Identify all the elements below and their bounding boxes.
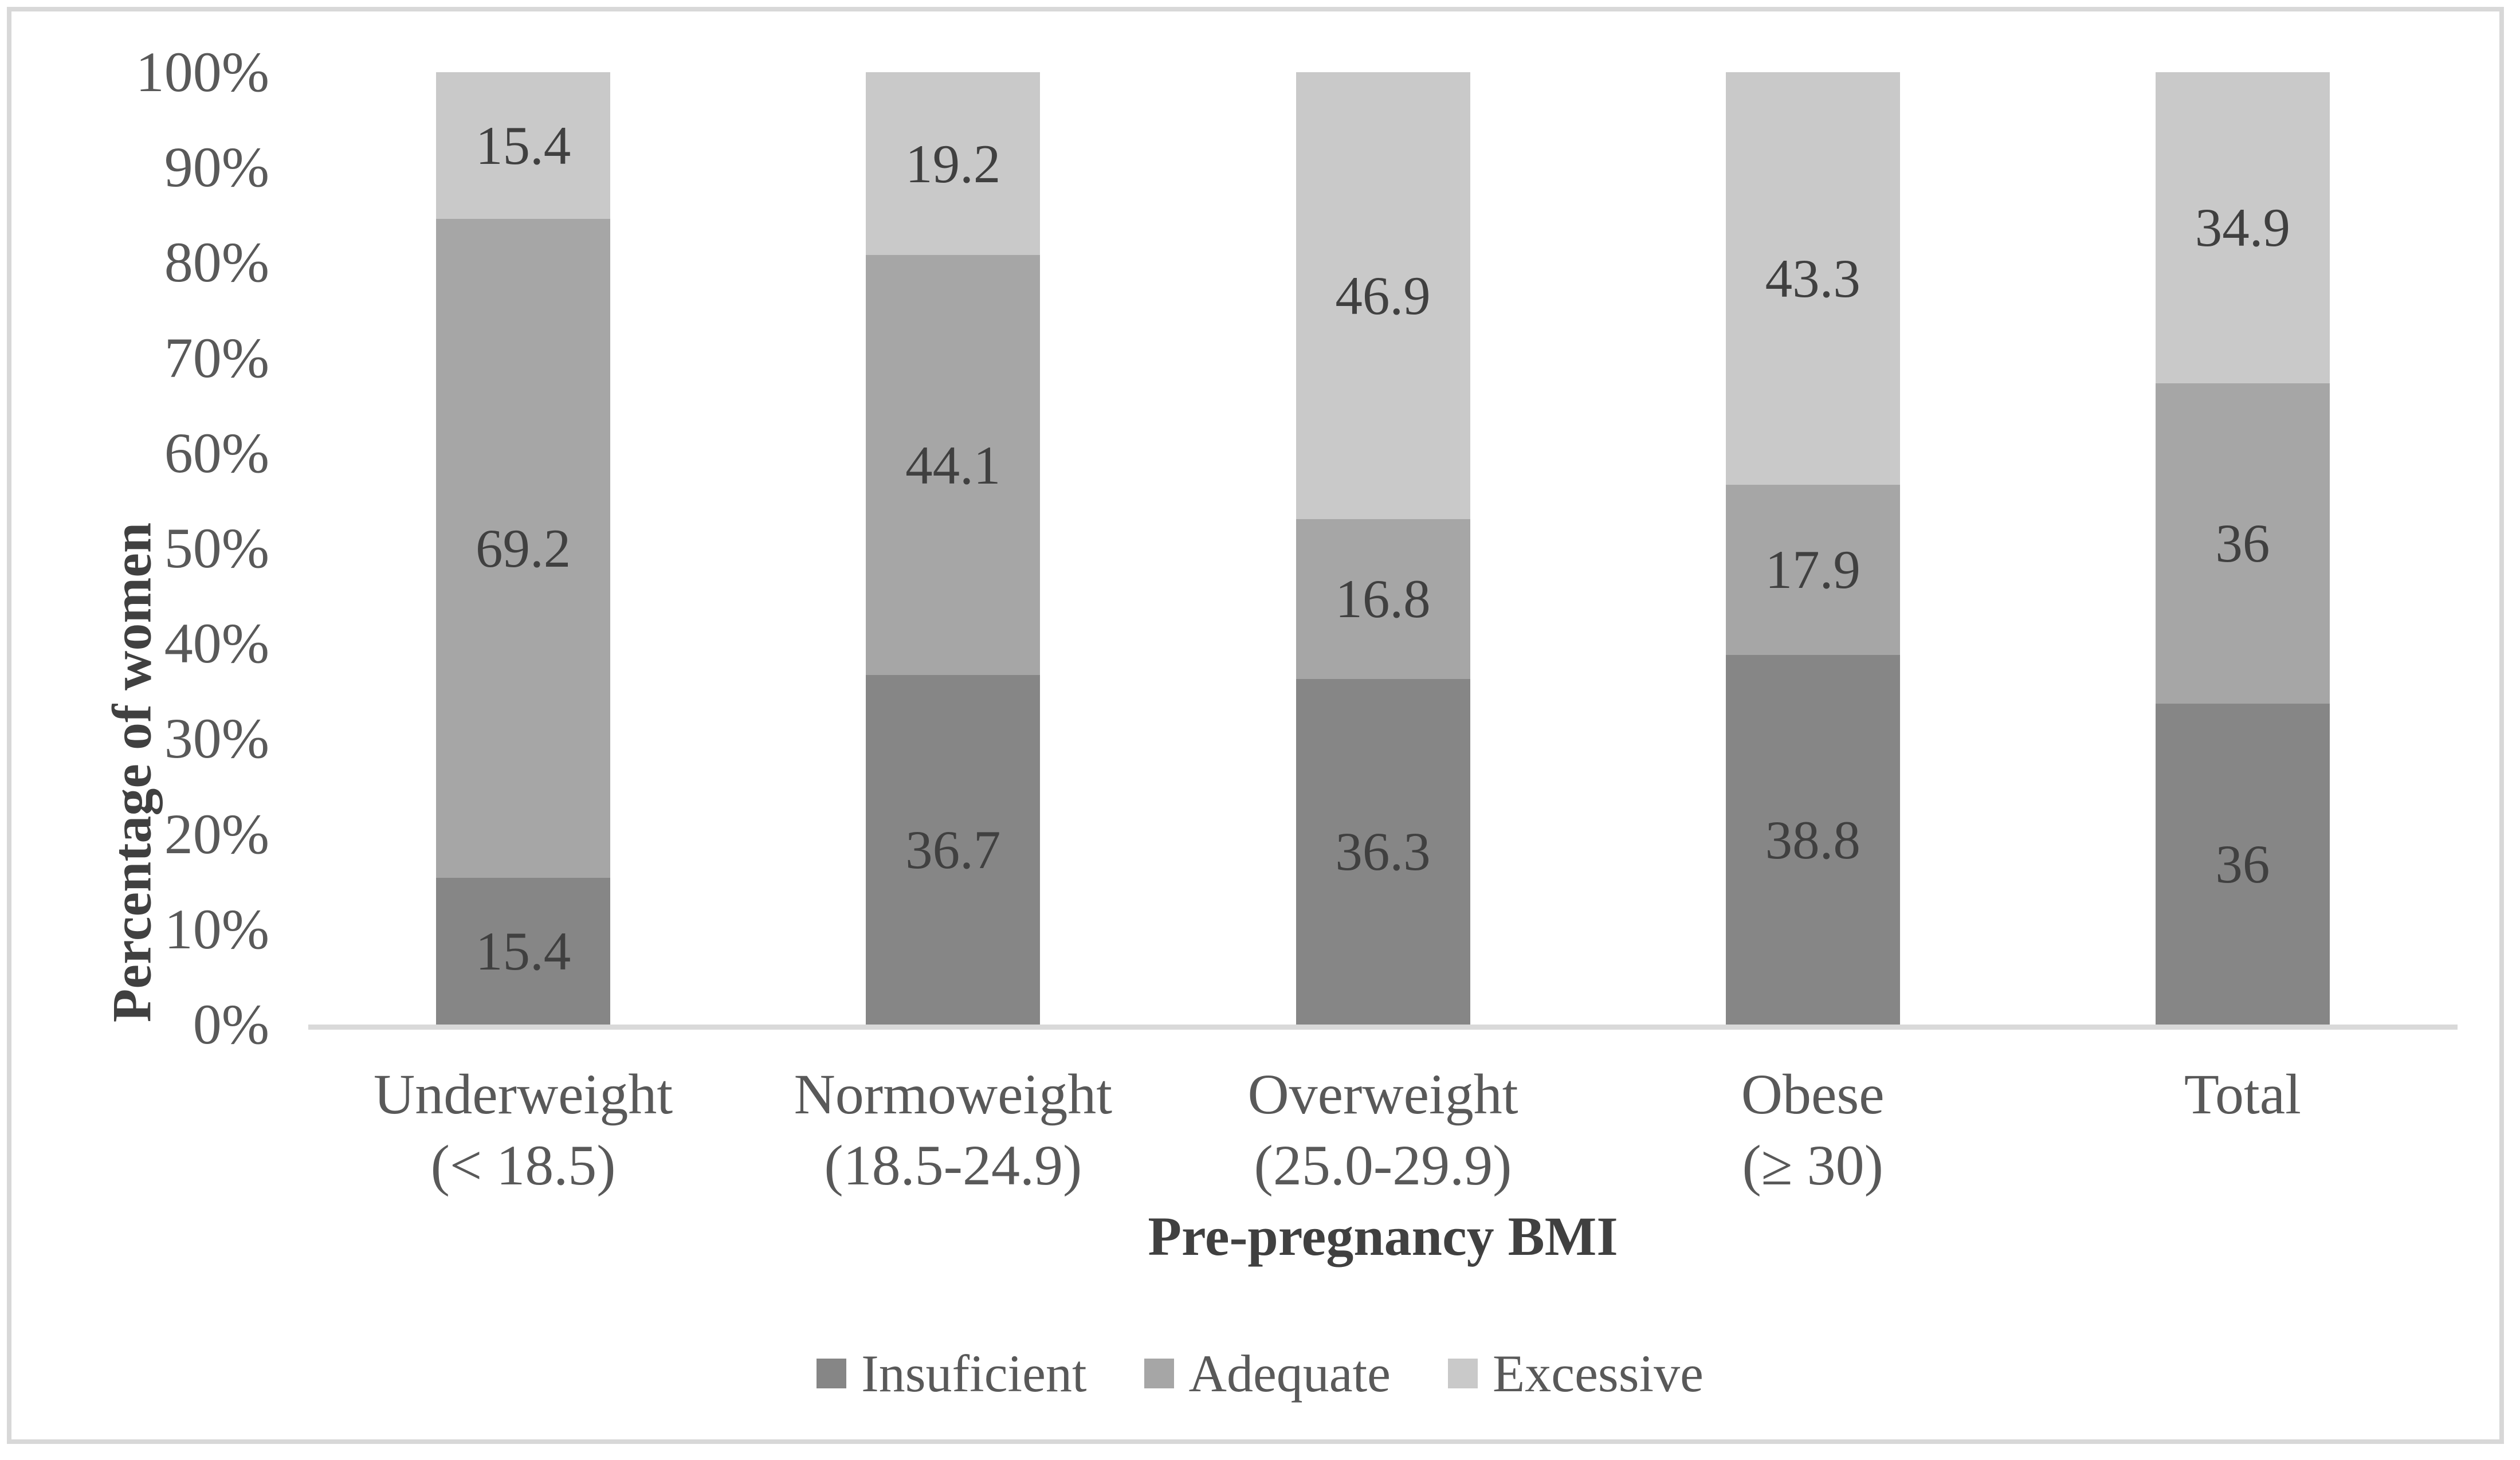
bar-segment-excessive: 34.9 (2155, 72, 2330, 383)
legend-item-adequate: Adequate (1144, 1343, 1391, 1404)
category-label-line: Overweight (1247, 1062, 1518, 1126)
y-tick-label: 60% (164, 421, 269, 485)
legend-swatch-icon (817, 1359, 847, 1388)
bar-segment-insuficient: 36.7 (866, 675, 1041, 1025)
category-label-line: Underweight (374, 1062, 673, 1126)
data-label: 17.9 (1765, 539, 1860, 601)
category-label-overweight: Overweight (25.0-29.9) (1168, 1059, 1599, 1201)
data-label: 36 (2215, 513, 2270, 574)
data-label: 19.2 (905, 133, 1001, 194)
legend-swatch-icon (1144, 1359, 1174, 1388)
y-tick-label: 20% (164, 802, 269, 866)
chart-frame (7, 7, 2504, 1444)
legend-item-excessive: Excessive (1448, 1343, 1703, 1404)
bar-segment-excessive: 19.2 (866, 72, 1041, 256)
y-tick-label: 30% (164, 707, 269, 771)
legend-item-insuficient: Insuficient (817, 1343, 1087, 1404)
y-tick-label: 0% (193, 992, 269, 1056)
bar-segment-adequate: 16.8 (1296, 519, 1470, 679)
bar-overweight: 36.3 16.8 46.9 (1296, 72, 1470, 1025)
data-label: 15.4 (475, 921, 571, 982)
category-label-line: (25.0-29.9) (1254, 1133, 1512, 1197)
legend-label: Adequate (1188, 1344, 1391, 1403)
data-label: 36.3 (1335, 821, 1431, 882)
data-label: 46.9 (1335, 265, 1431, 326)
data-label: 69.2 (475, 518, 571, 579)
category-label-line: Obese (1741, 1062, 1885, 1126)
y-tick-label: 90% (164, 135, 269, 199)
data-label: 43.3 (1765, 248, 1860, 309)
data-label: 44.1 (905, 434, 1001, 496)
y-tick-label: 70% (164, 325, 269, 390)
data-label: 36.7 (905, 819, 1001, 880)
category-label-line: (18.5-24.9) (824, 1133, 1082, 1197)
bar-segment-adequate: 36 (2155, 383, 2330, 704)
legend: Insuficient Adequate Excessive (0, 1343, 2520, 1404)
bar-segment-insuficient: 36.3 (1296, 678, 1470, 1025)
category-label-normoweight: Normoweight (18.5-24.9) (737, 1059, 1168, 1201)
y-tick-label: 100% (135, 40, 269, 104)
y-tick-label: 10% (164, 897, 269, 961)
data-label: 15.4 (475, 115, 571, 176)
bar-normoweight: 36.7 44.1 19.2 (866, 72, 1041, 1025)
bar-obese: 38.8 17.9 43.3 (1725, 72, 1900, 1025)
x-axis-title: Pre-pregnancy BMI (1148, 1206, 1618, 1267)
bar-segment-adequate: 44.1 (866, 255, 1041, 675)
bar-total: 36 36 34.9 (2155, 72, 2330, 1025)
category-label-line: (< 18.5) (430, 1133, 616, 1197)
category-label-total: Total (2027, 1059, 2458, 1130)
category-label-line: Total (2184, 1062, 2301, 1126)
bar-segment-excessive: 46.9 (1296, 72, 1470, 519)
y-tick-label: 80% (164, 230, 269, 295)
category-label-line: Normoweight (794, 1062, 1113, 1126)
data-label: 34.9 (2195, 197, 2291, 258)
category-label-line: (≥ 30) (1742, 1133, 1883, 1197)
plot-area: 15.4 69.2 15.4 36.7 44.1 19.2 36.3 16.8 46.9 38.8… (308, 72, 2458, 1030)
bar-segment-adequate: 69.2 (436, 219, 611, 878)
bar-segment-insuficient: 36 (2155, 704, 2330, 1025)
bar-segment-insuficient: 15.4 (436, 878, 611, 1025)
bar-segment-adequate: 17.9 (1725, 484, 1900, 656)
x-axis-line (308, 1025, 2458, 1030)
y-tick-label: 50% (164, 516, 269, 580)
data-label: 16.8 (1335, 568, 1431, 630)
legend-label: Excessive (1493, 1344, 1703, 1403)
bar-segment-insuficient: 38.8 (1725, 655, 1900, 1025)
category-label-underweight: Underweight (< 18.5) (308, 1059, 739, 1201)
data-label: 38.8 (1765, 809, 1860, 870)
bar-segment-excessive: 15.4 (436, 72, 611, 219)
bar-segment-excessive: 43.3 (1725, 72, 1900, 485)
category-label-obese: Obese (≥ 30) (1597, 1059, 2028, 1201)
y-tick-label: 40% (164, 611, 269, 676)
bar-underweight: 15.4 69.2 15.4 (436, 72, 611, 1025)
legend-swatch-icon (1448, 1359, 1478, 1388)
legend-label: Insuficient (861, 1344, 1087, 1403)
data-label: 36 (2215, 834, 2270, 895)
